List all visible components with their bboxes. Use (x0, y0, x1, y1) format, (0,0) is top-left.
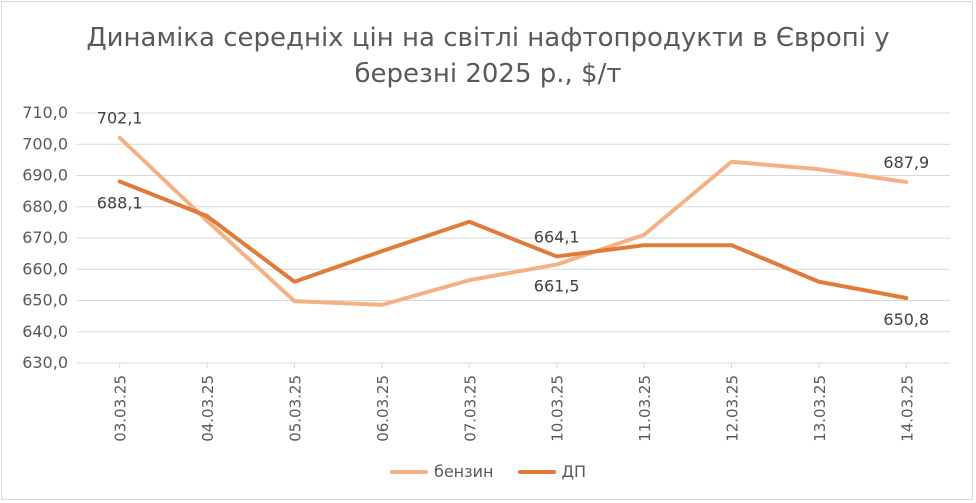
legend-item-benzin: бензин (389, 462, 494, 481)
x-tick-label: 14.03.25 (898, 375, 916, 442)
legend-label-dp: ДП (561, 462, 587, 481)
y-tick-label: 670,0 (22, 228, 68, 247)
y-tick-label: 690,0 (22, 166, 68, 185)
x-tick-label: 07.03.25 (461, 375, 479, 442)
x-tick-label: 03.03.25 (112, 375, 130, 442)
data-label: 702,1 (97, 109, 143, 128)
series-line-dp (117, 179, 909, 300)
chart-title: Динаміка середніх цін на світлі нафтопро… (0, 20, 976, 92)
legend-swatch-dp (517, 469, 556, 474)
x-tick-label: 13.03.25 (811, 375, 829, 442)
chart-title-line-1: Динаміка середніх цін на світлі нафтопро… (86, 23, 890, 53)
series-line-benzin (117, 135, 909, 307)
data-label: 664,1 (534, 227, 580, 246)
x-tick-label: 06.03.25 (374, 375, 392, 442)
x-tick-label: 10.03.25 (549, 375, 567, 442)
y-tick-label: 630,0 (22, 353, 68, 372)
y-tick-label: 680,0 (22, 197, 68, 216)
x-tick-label: 12.03.25 (724, 375, 742, 442)
x-tick-label: 05.03.25 (287, 375, 305, 442)
legend-item-dp: ДП (517, 462, 587, 481)
y-tick-label: 640,0 (22, 322, 68, 341)
y-tick-label: 700,0 (22, 134, 68, 153)
data-label: 687,9 (883, 153, 929, 172)
legend-label-benzin: бензин (433, 462, 494, 481)
x-tick-label: 11.03.25 (636, 375, 654, 442)
x-tick-label: 04.03.25 (199, 375, 217, 442)
legend: бензин ДП (0, 462, 976, 481)
data-label: 688,1 (97, 193, 143, 212)
y-tick-label: 710,0 (22, 103, 68, 122)
data-label: 650,8 (883, 310, 929, 329)
y-tick-label: 660,0 (22, 259, 68, 278)
legend-swatch-benzin (389, 469, 428, 474)
data-label: 661,5 (534, 277, 580, 296)
chart-title-line-2: березні 2025 р., $/т (354, 59, 622, 89)
y-tick-label: 650,0 (22, 291, 68, 310)
